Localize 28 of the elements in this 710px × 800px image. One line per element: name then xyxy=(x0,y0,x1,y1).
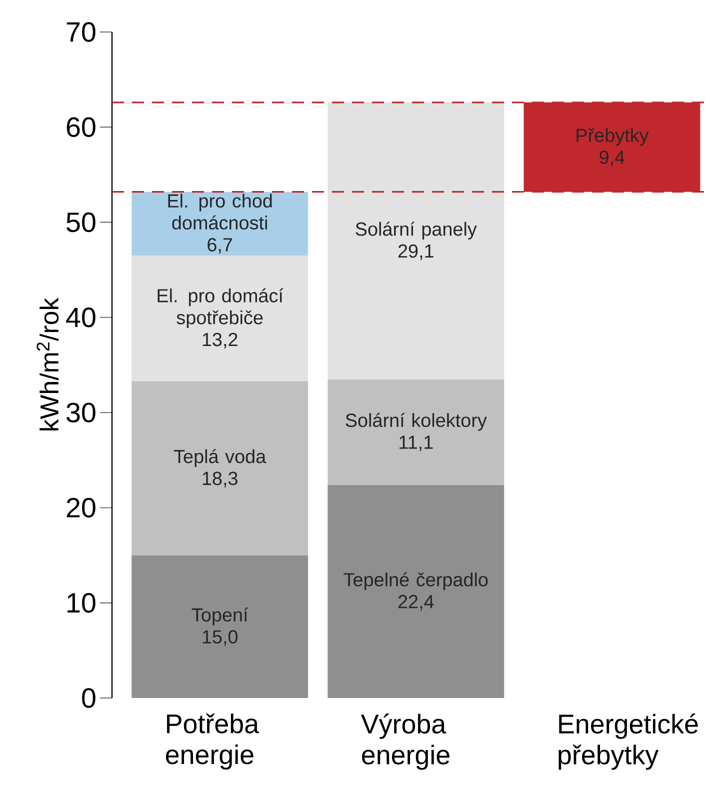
x-tick-label: Energetické přebytky xyxy=(558,714,698,770)
y-tick-label: 10 xyxy=(68,592,96,613)
y-tick-label: 70 xyxy=(66,22,96,42)
y-tick-label: 30 xyxy=(66,402,96,422)
x-tick-label: Výroba energie xyxy=(361,714,450,770)
series-label: Teplá voda xyxy=(174,449,266,467)
y-tick-label: 20 xyxy=(66,498,96,518)
y-tick-label: 0 xyxy=(82,688,96,708)
series-label: Topení xyxy=(192,607,248,626)
data-label: 11,1 xyxy=(400,436,433,452)
data-label: 9,4 xyxy=(600,150,625,166)
series-label: Solární kolektory xyxy=(346,412,487,431)
series-label: Solární panely xyxy=(356,222,477,240)
data-label: 6,7 xyxy=(208,238,232,254)
data-label: 18,3 xyxy=(202,472,238,488)
data-label: 13,2 xyxy=(202,332,238,348)
series-label: Tepelné čerpadlo xyxy=(344,572,488,590)
series-label: El. pro chod domácnosti xyxy=(168,194,272,230)
series-label: Přebytky xyxy=(576,128,649,146)
data-label: 29,1 xyxy=(398,244,434,260)
series-label: El. pro domácí spotřebiče xyxy=(158,288,284,328)
y-tick-label: 50 xyxy=(66,212,96,232)
data-label: 22,4 xyxy=(398,594,434,611)
x-tick-label: Potřeba energie xyxy=(166,714,260,770)
y-tick-label: 40 xyxy=(66,308,96,328)
y-axis-title: kWh/m$^{2}$/rok xyxy=(36,298,59,430)
data-label: 15,0 xyxy=(202,630,238,646)
y-tick-label: 60 xyxy=(66,117,96,138)
